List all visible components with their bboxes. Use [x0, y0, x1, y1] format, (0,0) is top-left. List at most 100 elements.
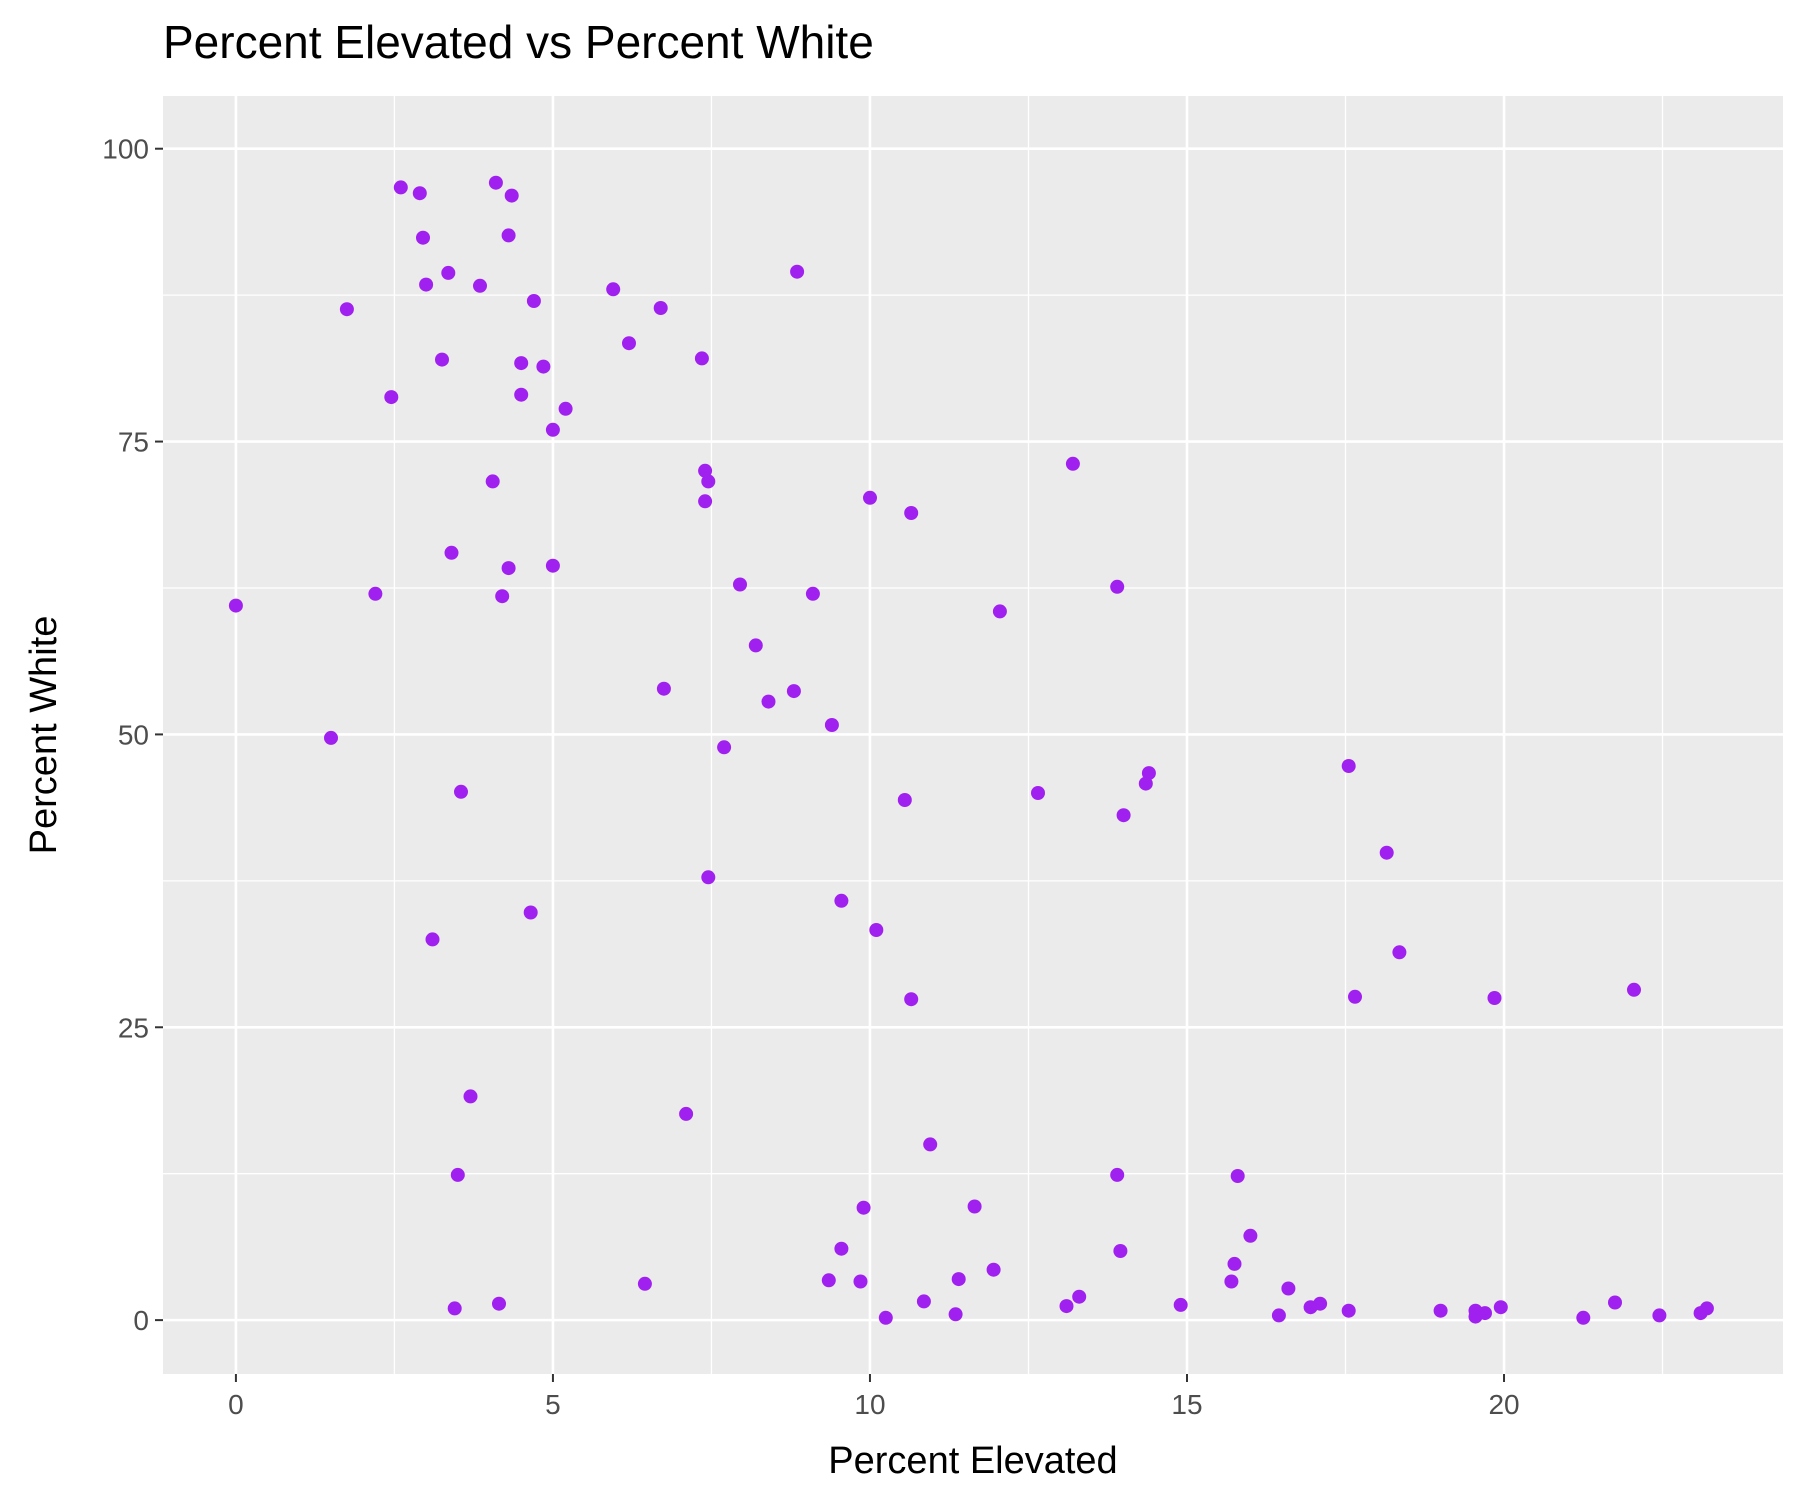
x-axis-title: Percent Elevated: [828, 1440, 1117, 1482]
data-point: [1059, 1299, 1074, 1314]
data-point: [897, 793, 912, 807]
data-point: [473, 278, 487, 293]
data-point: [1652, 1308, 1667, 1323]
data-point: [485, 474, 500, 489]
data-point: [1341, 1303, 1356, 1318]
y-axis-ticks: 0 25 50 75 100: [102, 134, 163, 1336]
data-point: [1493, 1300, 1508, 1315]
data-point: [986, 1262, 1001, 1277]
data-point: [450, 1167, 465, 1182]
data-point: [441, 265, 456, 280]
data-point: [368, 586, 383, 601]
data-point: [698, 494, 713, 509]
data-point: [1699, 1301, 1714, 1316]
data-point: [558, 401, 573, 416]
data-point: [1031, 786, 1045, 800]
data-point: [1113, 1244, 1128, 1258]
data-point: [863, 490, 877, 505]
data-point: [698, 463, 713, 478]
data-point: [501, 228, 516, 243]
data-point: [1608, 1295, 1622, 1310]
data-point: [904, 992, 919, 1007]
data-point: [869, 923, 884, 937]
data-point: [447, 1301, 462, 1316]
data-point: [1116, 808, 1131, 823]
data-point: [504, 188, 519, 203]
major-gridlines: [163, 96, 1783, 1374]
y-tick-label: 50: [118, 719, 149, 750]
data-point: [1313, 1296, 1328, 1311]
data-point: [821, 1273, 836, 1288]
data-point: [679, 1106, 694, 1121]
data-point: [786, 684, 801, 699]
data-point: [606, 282, 621, 297]
y-tick-label: 75: [118, 427, 149, 458]
data-point: [419, 277, 434, 292]
data-point: [853, 1274, 868, 1289]
y-tick-label: 100: [102, 134, 149, 165]
data-point: [733, 577, 747, 592]
data-point: [1627, 982, 1641, 997]
data-point: [1341, 759, 1356, 773]
data-point: [488, 175, 503, 190]
data-point: [904, 506, 919, 520]
data-point: [622, 336, 636, 351]
x-tick-label: 15: [1171, 1389, 1202, 1420]
data-point: [526, 294, 541, 308]
data-point: [1243, 1228, 1258, 1243]
data-point: [1487, 991, 1502, 1005]
data-point: [425, 932, 440, 947]
data-point: [923, 1137, 938, 1152]
chart-title: Percent Elevated vs Percent White: [163, 16, 874, 68]
data-point: [1138, 776, 1153, 791]
data-point: [1173, 1297, 1188, 1312]
y-tick-label: 25: [118, 1012, 149, 1043]
data-point: [834, 893, 849, 908]
data-point: [1224, 1274, 1239, 1289]
data-point: [1271, 1308, 1286, 1323]
data-point: [653, 301, 668, 315]
x-tick-label: 10: [854, 1389, 885, 1420]
data-point: [701, 474, 716, 489]
data-point: [523, 905, 538, 920]
data-point: [1227, 1256, 1242, 1271]
data-point: [393, 180, 408, 195]
data-point: [1433, 1303, 1448, 1318]
data-point: [514, 356, 529, 371]
data-point: [790, 264, 805, 279]
data-point: [694, 351, 709, 366]
data-point: [416, 230, 430, 245]
data-point: [324, 730, 338, 745]
data-point: [701, 870, 716, 885]
data-point: [637, 1276, 652, 1291]
data-point: [514, 387, 529, 402]
data-point: [948, 1307, 963, 1322]
data-point: [656, 681, 671, 696]
data-point: [748, 638, 763, 653]
data-point: [992, 604, 1007, 619]
data-point: [1065, 456, 1080, 471]
data-point: [1379, 845, 1394, 860]
x-axis-ticks: 0 5 10 15 20: [228, 1374, 1520, 1420]
data-point: [951, 1272, 966, 1287]
data-point: [967, 1199, 982, 1214]
data-point: [228, 598, 243, 613]
data-point: [435, 352, 449, 367]
data-point: [1392, 945, 1407, 960]
data-point: [1281, 1281, 1296, 1296]
data-point: [545, 558, 560, 573]
data-point: [834, 1241, 849, 1256]
y-axis-title: Percent White: [23, 616, 65, 855]
data-point: [1110, 579, 1125, 594]
data-point: [1072, 1289, 1087, 1304]
data-point: [339, 302, 354, 317]
data-point: [501, 561, 516, 576]
data-point: [1230, 1169, 1245, 1183]
data-point: [384, 390, 399, 405]
data-point: [761, 694, 776, 709]
data-point: [545, 422, 560, 437]
x-tick-label: 5: [545, 1389, 561, 1420]
data-point: [1141, 766, 1156, 781]
data-point: [444, 545, 459, 560]
